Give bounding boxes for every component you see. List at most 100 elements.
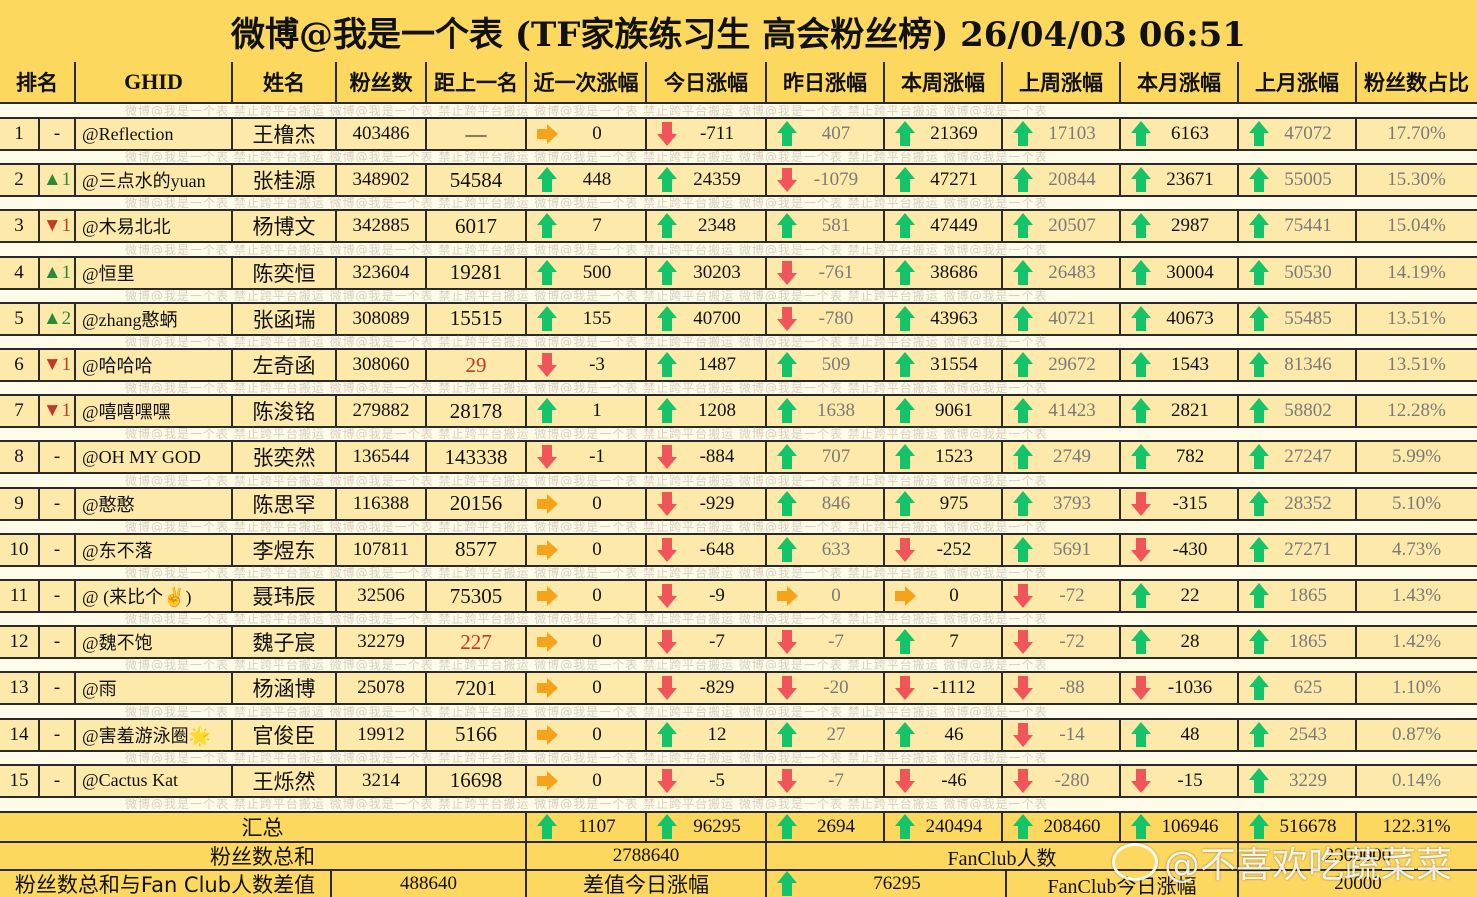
rank-change-cell: ▼1 [40, 396, 76, 427]
name-cell: 陈浚铭 [233, 396, 337, 427]
today-cell: 2348 [647, 211, 767, 242]
watermark-strip: 微博@我是一个表 禁止跨平台搬运 微博@我是一个表 禁止跨平台搬运 微博@我是一… [125, 104, 1048, 116]
arrow-up-icon [895, 167, 915, 193]
yesterday-cell: -7 [767, 627, 885, 658]
arrow-down-icon [537, 352, 557, 378]
header-recent: 近一次涨幅 [527, 62, 647, 102]
watermark-strip: 微博@我是一个表 禁止跨平台搬运 微博@我是一个表 禁止跨平台搬运 微博@我是一… [125, 473, 1048, 486]
ghid-cell: @东不落 [76, 534, 233, 565]
rank-cell: 8 [0, 442, 40, 473]
arrow-up-icon [777, 444, 797, 470]
rank-cell: 9 [0, 488, 40, 519]
arrow-up-icon [895, 814, 915, 840]
arrow-up-icon [1013, 213, 1033, 239]
share-cell: 0.87% [1391, 723, 1442, 745]
share-cell: 17.70% [1387, 123, 1446, 144]
name-cell: 李煜东 [233, 534, 337, 565]
recent-cell: 0 [527, 488, 647, 519]
today-cell: 1487 [647, 350, 767, 380]
summary-this-month: 106946 [1121, 813, 1239, 841]
arrow-right-icon [537, 537, 558, 563]
last-month-cell: 27247 [1239, 442, 1357, 473]
today-cell: -9 [647, 581, 767, 611]
today-cell: -884 [647, 442, 767, 473]
recent-cell: 0 [527, 534, 647, 565]
this-week-cell: 46 [885, 719, 1003, 750]
fans-cell: 116388 [337, 488, 427, 519]
this-month-cell: 22 [1121, 581, 1239, 611]
arrow-down-icon [777, 306, 797, 332]
arrow-down-icon [777, 260, 797, 286]
rank-change-cell: - [40, 488, 76, 519]
summary-row: 汇总 1107 96295 2694 240494 208460 106946 … [0, 811, 1477, 841]
this-month-cell: 1543 [1121, 350, 1239, 380]
fans-cell: 403486 [337, 119, 427, 149]
last-month-cell: 625 [1239, 673, 1357, 704]
watermark-strip: 微博@我是一个表 禁止跨平台搬运 微博@我是一个表 禁止跨平台搬运 微博@我是一… [125, 612, 1048, 625]
rank-change-cell: ▲2 [40, 303, 76, 334]
arrow-right-icon [777, 583, 798, 609]
fans-cell: 136544 [337, 442, 427, 473]
rank-cell: 2 [0, 165, 40, 196]
this-month-cell: 28 [1121, 627, 1239, 658]
arrow-up-icon [777, 352, 797, 378]
last-week-cell: 3793 [1003, 488, 1121, 519]
recent-cell: 7 [527, 211, 647, 242]
share-cell: 5.99% [1391, 446, 1442, 468]
table-row: 7 ▼1 @嘻嘻嘿嘿 陈浚铭 279882 28178 1 1208 1638 9061 41423… [0, 394, 1477, 429]
today-cell: -929 [647, 488, 767, 519]
share-cell: 13.51% [1387, 307, 1446, 329]
arrow-up-icon [1131, 721, 1151, 748]
recent-cell: 0 [527, 719, 647, 750]
name-cell: 王烁然 [233, 765, 337, 796]
table-row: 5 ▲2 @zhang憨蛃 张函瑞 308089 15515 155 40700 -780 439… [0, 301, 1477, 336]
gap-cell: 20156 [427, 488, 527, 519]
rank-cell: 14 [0, 719, 40, 750]
header-share: 粉丝数占比 [1364, 71, 1469, 95]
recent-cell: 500 [527, 257, 647, 288]
arrow-up-icon [657, 352, 677, 378]
yesterday-cell: 509 [767, 350, 885, 380]
arrow-up-icon [1249, 121, 1269, 147]
recent-cell: 0 [527, 119, 647, 149]
fanclub-today-label: FanClub今日涨幅 [1007, 871, 1239, 897]
gap-cell: — [427, 119, 527, 149]
arrow-down-icon [1131, 768, 1151, 794]
arrow-down-icon [1013, 768, 1033, 794]
arrow-up-icon [1013, 305, 1033, 332]
arrow-up-icon [895, 259, 915, 286]
watermark-strip: 微博@我是一个表 禁止跨平台搬运 微博@我是一个表 禁止跨平台搬运 微博@我是一… [125, 427, 1048, 440]
ghid-cell: @哈哈哈 [76, 350, 233, 380]
arrow-up-icon [895, 444, 915, 470]
share-cell: 1.10% [1391, 677, 1442, 699]
arrow-up-icon [1249, 490, 1269, 517]
diff-today-value: 76295 [767, 871, 1007, 897]
arrow-up-icon [657, 259, 677, 286]
name-cell: 杨博文 [233, 211, 337, 242]
this-month-cell: -315 [1121, 488, 1239, 519]
share-cell: 4.73% [1391, 538, 1442, 560]
rank-change-cell: - [40, 765, 76, 796]
rank-change-cell: ▲1 [40, 257, 76, 288]
last-week-cell: 20844 [1003, 165, 1121, 196]
arrow-up-icon [1013, 490, 1033, 517]
last-month-cell: 27271 [1239, 534, 1357, 565]
this-week-cell: 7 [885, 627, 1003, 658]
arrow-up-icon [1131, 305, 1151, 332]
arrow-down-icon [657, 444, 677, 470]
arrow-up-icon [1013, 398, 1033, 424]
watermark-strip: 微博@我是一个表 禁止跨平台搬运 微博@我是一个表 禁止跨平台搬运 微博@我是一… [125, 242, 1048, 255]
header-gap: 距上一名 [427, 62, 527, 102]
fans-cell: 323604 [337, 257, 427, 288]
rank-cell: 7 [0, 396, 40, 427]
this-week-cell: 9061 [885, 396, 1003, 427]
arrow-up-icon [1013, 536, 1033, 563]
arrow-up-icon [895, 305, 915, 332]
arrow-up-icon [1249, 213, 1269, 239]
summary-today: 96295 [647, 813, 767, 841]
name-cell: 陈思罕 [233, 488, 337, 519]
fans-cell: 25078 [337, 673, 427, 704]
gap-cell: 8577 [427, 534, 527, 565]
arrow-up-icon [1131, 444, 1151, 470]
yesterday-cell: -780 [767, 303, 885, 334]
